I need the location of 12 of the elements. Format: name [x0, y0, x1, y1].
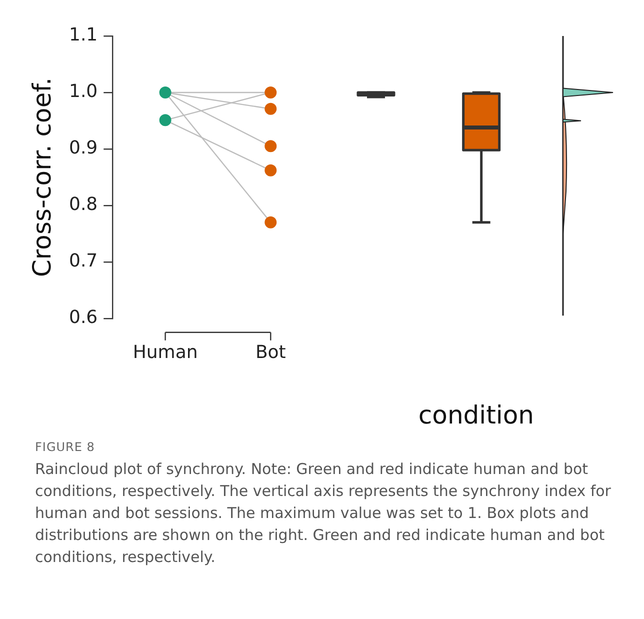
y-tick-label: 1.0: [68, 81, 98, 102]
y-tick-label: 0.8: [68, 194, 98, 216]
x-tick-label: Bot: [255, 342, 286, 363]
y-tick-label: 0.7: [68, 250, 98, 272]
x-tick-label: Human: [132, 342, 198, 363]
x-axis-title: condition: [418, 400, 534, 430]
text: Raincloud plot of synchrony. Note: Green and red indicate human and bot conditions, respectively. The vertical axis represents the synchrony index for human and bot sessions. The maximum value was set to 1. Box plots and distributions are shown on the right. Green and red indicate human and bot conditions, respectively.: [35, 459, 612, 568]
y-tick-label: 0.6: [68, 307, 98, 328]
y-axis-title: Cross-corr. coef.: [28, 77, 56, 278]
y-tick-label: 1.1: [68, 24, 98, 46]
y-tick-label: 0.9: [68, 138, 98, 159]
caption: FIGURE 8: [35, 440, 96, 454]
